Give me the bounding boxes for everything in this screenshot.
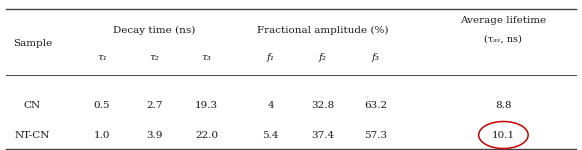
Text: τ₂: τ₂ — [150, 52, 159, 62]
Text: 10.1: 10.1 — [492, 130, 515, 140]
Text: (τₐᵥ, ns): (τₐᵥ, ns) — [484, 34, 523, 43]
Text: τ₃: τ₃ — [202, 52, 211, 62]
Text: 4: 4 — [267, 100, 274, 109]
Text: CN: CN — [23, 100, 41, 109]
Text: 57.3: 57.3 — [364, 130, 387, 140]
Text: 0.5: 0.5 — [94, 100, 110, 109]
Text: Average lifetime: Average lifetime — [460, 16, 546, 26]
Text: Fractional amplitude (%): Fractional amplitude (%) — [257, 26, 389, 34]
Text: 8.8: 8.8 — [495, 100, 512, 109]
Text: f₂: f₂ — [319, 52, 327, 62]
Text: 32.8: 32.8 — [311, 100, 335, 109]
Text: 1.0: 1.0 — [94, 130, 110, 140]
Text: Sample: Sample — [13, 39, 52, 48]
Text: f₁: f₁ — [267, 52, 275, 62]
Text: 19.3: 19.3 — [195, 100, 218, 109]
Text: 5.4: 5.4 — [262, 130, 279, 140]
Text: Decay time (ns): Decay time (ns) — [113, 26, 196, 34]
Text: 2.7: 2.7 — [146, 100, 162, 109]
Text: 3.9: 3.9 — [146, 130, 162, 140]
Text: 37.4: 37.4 — [311, 130, 335, 140]
Text: f₃: f₃ — [371, 52, 379, 62]
Text: NT-CN: NT-CN — [15, 130, 49, 140]
Text: τ₁: τ₁ — [97, 52, 107, 62]
Text: 63.2: 63.2 — [364, 100, 387, 109]
Text: 22.0: 22.0 — [195, 130, 218, 140]
